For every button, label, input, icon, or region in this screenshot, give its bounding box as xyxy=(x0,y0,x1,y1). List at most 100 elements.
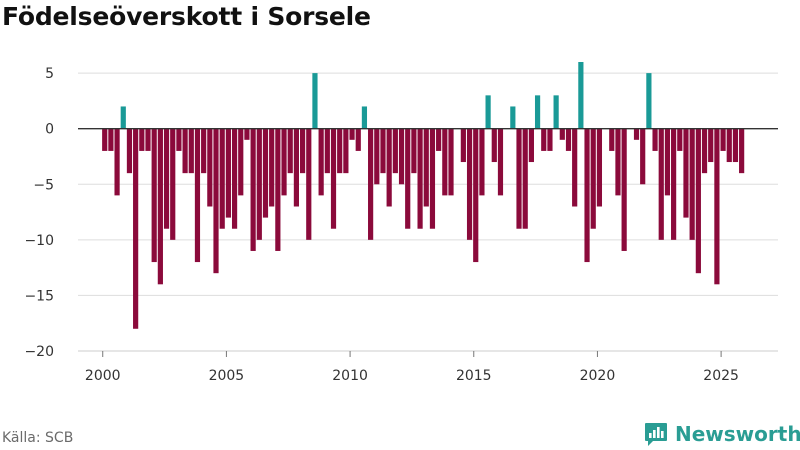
bar xyxy=(726,128,732,163)
bar xyxy=(683,128,689,218)
bar xyxy=(120,106,126,129)
bar xyxy=(664,128,671,196)
bar xyxy=(677,128,683,151)
bar xyxy=(553,95,559,129)
y-tick-label: −15 xyxy=(24,288,54,304)
bar xyxy=(151,128,157,263)
bar xyxy=(732,128,739,163)
bar xyxy=(275,128,281,251)
bar xyxy=(633,128,640,140)
y-axis-ticks: 5 0 −5 −10 −15 −20 xyxy=(24,66,54,360)
newsworthy-logo-icon xyxy=(645,423,667,446)
bar xyxy=(219,128,225,229)
bar xyxy=(126,128,133,174)
bar xyxy=(287,128,293,174)
bar xyxy=(423,128,429,207)
bar xyxy=(318,128,324,196)
bar xyxy=(479,128,485,196)
bar xyxy=(133,128,139,329)
bar xyxy=(306,128,312,240)
bar xyxy=(701,128,708,174)
bar xyxy=(473,128,479,263)
bar xyxy=(510,106,516,129)
bar xyxy=(417,128,423,229)
y-tick-label: −20 xyxy=(24,344,54,360)
bar xyxy=(163,128,170,229)
bar xyxy=(466,128,473,240)
bar xyxy=(671,128,677,240)
bar xyxy=(386,128,392,207)
bar xyxy=(578,62,584,129)
bar xyxy=(411,128,417,174)
x-tick-label: 2015 xyxy=(456,368,492,384)
bar xyxy=(312,73,318,129)
bar xyxy=(293,128,299,207)
bar xyxy=(380,128,386,174)
bar xyxy=(337,128,343,174)
bar xyxy=(547,128,553,151)
bar xyxy=(102,128,108,151)
bar xyxy=(584,128,590,263)
x-tick-label: 2010 xyxy=(332,368,368,384)
bar xyxy=(609,128,615,151)
bar xyxy=(361,106,368,129)
bar xyxy=(355,128,361,151)
chart-title: Födelseöverskott i Sorsele xyxy=(2,2,371,31)
bar xyxy=(485,95,491,129)
bar xyxy=(572,128,578,207)
bar xyxy=(374,128,380,185)
x-tick-label: 2000 xyxy=(85,368,121,384)
bar xyxy=(522,128,528,229)
bars xyxy=(102,62,745,329)
bar xyxy=(213,128,219,274)
bar xyxy=(324,128,330,174)
bar xyxy=(646,73,652,129)
y-tick-label: 5 xyxy=(45,66,54,82)
bar xyxy=(176,128,182,151)
bar xyxy=(448,128,454,196)
bar xyxy=(621,128,627,251)
bar xyxy=(145,128,151,151)
bar xyxy=(157,128,163,285)
brand-logo[interactable]: Newsworthy xyxy=(644,420,800,448)
bar xyxy=(596,128,603,207)
bar xyxy=(269,128,275,207)
bar xyxy=(559,128,565,140)
bar xyxy=(368,128,374,240)
bar xyxy=(528,128,534,163)
bar xyxy=(300,128,306,174)
bar xyxy=(343,128,349,174)
bar xyxy=(398,128,405,185)
bar xyxy=(689,128,695,240)
bar xyxy=(114,128,120,196)
bar xyxy=(108,128,114,151)
y-tick-label: −5 xyxy=(33,177,54,193)
bar xyxy=(207,128,213,207)
bar xyxy=(739,128,745,174)
source-note: Källa: SCB xyxy=(2,430,74,446)
bar xyxy=(658,128,664,240)
bar xyxy=(516,128,522,229)
x-tick-label: 2005 xyxy=(209,368,245,384)
bar xyxy=(460,128,466,163)
bar xyxy=(231,128,238,229)
bar xyxy=(436,128,442,151)
y-tick-label: −10 xyxy=(24,233,54,249)
bar xyxy=(392,128,398,174)
bar xyxy=(244,128,250,140)
bar xyxy=(256,128,262,240)
y-tick-label: 0 xyxy=(45,122,54,138)
bar xyxy=(615,128,621,196)
bar xyxy=(262,128,269,218)
bar xyxy=(720,128,726,151)
bar xyxy=(225,128,231,218)
bar xyxy=(429,128,436,229)
bar xyxy=(497,128,504,196)
bar xyxy=(695,128,701,274)
bar xyxy=(590,128,596,229)
x-tick-label: 2020 xyxy=(580,368,616,384)
bar xyxy=(201,128,207,174)
bar xyxy=(405,128,411,229)
bar xyxy=(238,128,244,196)
